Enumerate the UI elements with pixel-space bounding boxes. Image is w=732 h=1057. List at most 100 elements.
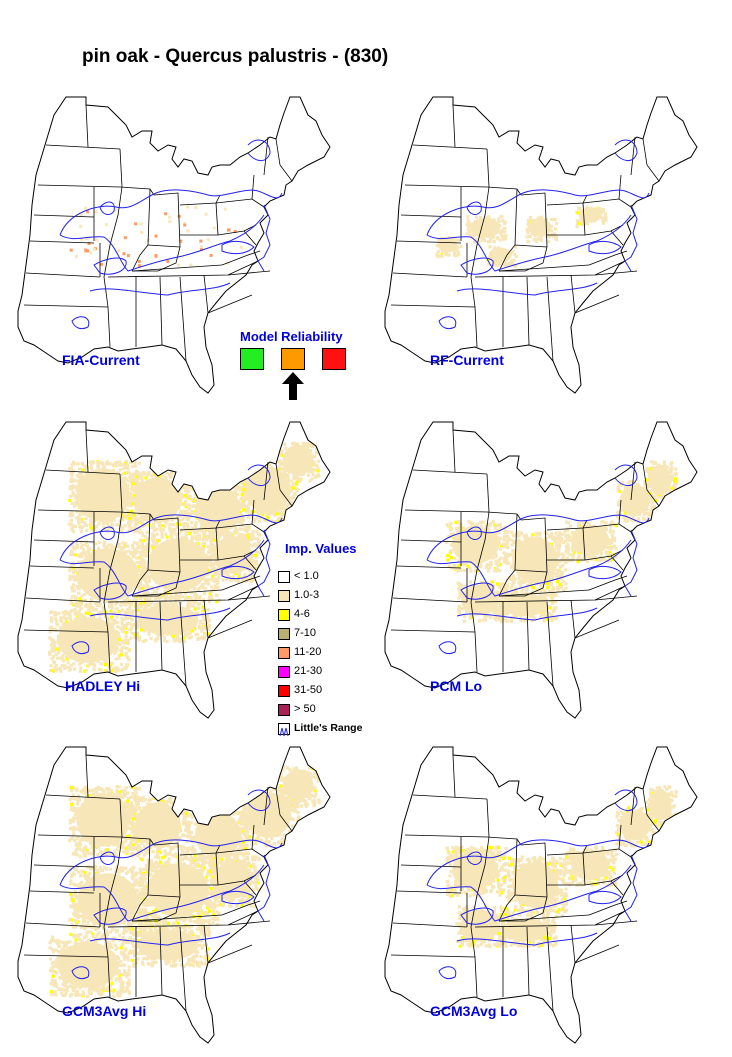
state-boundary [37, 184, 121, 188]
state-boundary [618, 174, 622, 200]
state-boundary [392, 597, 468, 603]
littles-range-line [59, 214, 265, 272]
state-boundary [215, 198, 265, 208]
legend-swatch [278, 609, 290, 621]
state-boundary [582, 198, 632, 208]
littles-range-line [71, 966, 90, 980]
map-label-pcm-lo: PCM Lo [430, 678, 483, 694]
state-boundary [275, 463, 281, 491]
legend-label: 11-20 [294, 646, 322, 658]
state-boundary [400, 539, 462, 543]
state-boundary [570, 924, 576, 964]
map-label-hadley-hi: HADLEY Hi [65, 678, 141, 694]
legend-label: 4-6 [294, 608, 310, 620]
arrow-up-icon [282, 372, 304, 400]
state-boundary [147, 569, 181, 573]
state-boundary [159, 276, 163, 346]
state-boundary [33, 864, 95, 868]
littles-range-line [438, 966, 457, 980]
state-boundary [279, 814, 293, 832]
littles-range-line [99, 201, 115, 215]
littles-range-line [588, 565, 622, 580]
state-boundary [570, 274, 576, 314]
littles-range-line [93, 582, 127, 600]
littles-range-line [624, 854, 638, 922]
state-boundary [227, 260, 259, 276]
state-boundary [203, 599, 209, 639]
state-boundary [132, 246, 181, 272]
state-boundary [642, 138, 648, 166]
legend-swatch [278, 685, 290, 697]
littles-range-line [59, 189, 283, 236]
legend-swatch [278, 666, 290, 678]
state-boundary [546, 276, 554, 362]
state-boundary [588, 575, 628, 591]
state-boundary [610, 230, 624, 246]
state-boundary [23, 304, 109, 308]
state-boundary [582, 852, 586, 886]
state-boundary [45, 469, 121, 475]
state-boundary [37, 834, 121, 838]
state-boundary [642, 463, 648, 491]
legend-swatch [278, 590, 290, 602]
littles-range-line [93, 257, 127, 275]
state-boundary [520, 517, 548, 573]
legend-swatch [278, 723, 290, 737]
state-boundary [526, 601, 530, 671]
state-boundary [570, 599, 576, 639]
state-boundary [546, 601, 554, 687]
state-boundary [514, 569, 548, 573]
map-label-fia-current: FIA-Current [62, 352, 140, 368]
state-boundary [498, 589, 590, 597]
state-boundary [546, 194, 588, 206]
state-boundary [147, 244, 181, 248]
state-boundary [179, 601, 187, 687]
littles-range-line [460, 582, 494, 600]
state-boundary [131, 914, 223, 922]
legend-label: > 50 [294, 703, 316, 715]
state-boundary [474, 270, 638, 278]
littles-range-line [466, 851, 482, 865]
state-boundary [279, 489, 293, 507]
state-boundary [574, 294, 620, 314]
state-boundary [400, 864, 462, 868]
littles-range-line [247, 789, 271, 811]
state-boundary [251, 174, 255, 200]
state-boundary [23, 954, 109, 958]
littles-range-line [99, 526, 115, 540]
littles-range-line [93, 907, 127, 925]
state-boundary [588, 250, 628, 266]
state-boundary [159, 926, 163, 996]
state-boundary [159, 601, 163, 671]
state-boundary [179, 926, 187, 1012]
littles-range-line [460, 907, 494, 925]
state-boundary [546, 844, 588, 856]
state-boundary [37, 509, 121, 513]
state-boundary [131, 838, 151, 922]
state-boundary [498, 188, 518, 272]
map-svg [384, 421, 698, 719]
littles-range-line [89, 932, 231, 946]
state-boundary [33, 214, 95, 218]
map-svg [17, 96, 331, 394]
map-pcm-lo [375, 420, 705, 720]
littles-range-line [257, 529, 271, 597]
littles-range-line [426, 539, 632, 597]
map-gcm3avg-lo [375, 745, 705, 1045]
littles-range-line [438, 316, 457, 330]
state-boundary [227, 910, 259, 926]
state-boundary [610, 880, 624, 896]
state-boundary [221, 575, 261, 591]
littles-range-line [614, 139, 638, 161]
state-boundary [131, 264, 223, 272]
reliability-low-box [322, 348, 346, 370]
map-label-gcm3avg-lo: GCM3Avg Lo [430, 1003, 518, 1019]
state-boundary [153, 517, 181, 573]
state-boundary [594, 260, 626, 276]
state-boundary [45, 144, 121, 150]
legend-swatch [278, 647, 290, 659]
map-svg [17, 421, 331, 719]
state-boundary [215, 527, 219, 561]
littles-range-line [99, 851, 115, 865]
state-boundary [131, 513, 151, 597]
